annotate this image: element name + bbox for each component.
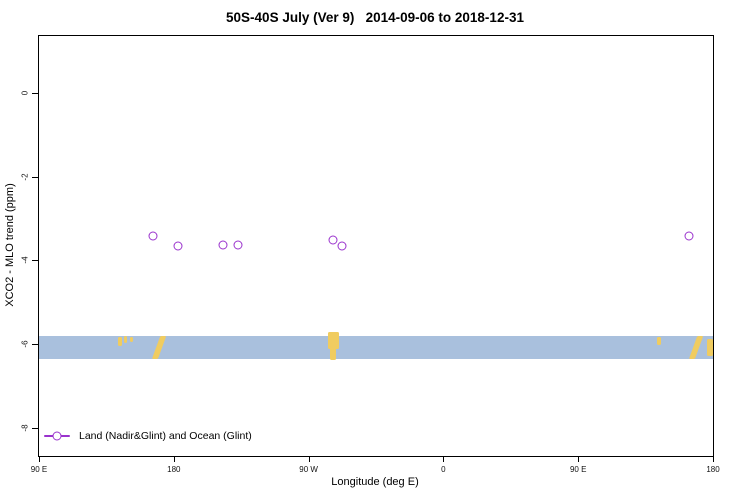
y-tick-mark <box>32 260 38 262</box>
land-patch <box>656 336 662 346</box>
land-patch <box>330 346 337 361</box>
data-point <box>218 240 228 250</box>
x-tick-label: 90 W <box>299 465 318 474</box>
data-point <box>233 240 243 250</box>
data-point <box>148 231 158 241</box>
x-tick-label: 0 <box>441 465 446 474</box>
land-patch <box>707 339 713 356</box>
x-tick-mark <box>578 456 580 462</box>
x-tick-mark <box>308 456 310 462</box>
data-point <box>328 235 338 245</box>
land-patch <box>117 336 123 347</box>
legend-label: Land (Nadir&Glint) and Ocean (Glint) <box>79 430 252 442</box>
data-point <box>173 241 183 251</box>
y-axis-label: XCO2 - MLO trend (ppm) <box>4 183 16 307</box>
y-tick-label: -4 <box>20 256 30 264</box>
chart-title: 50S-40S July (Ver 9) 2014-09-06 to 2018-… <box>226 10 524 25</box>
y-tick-mark <box>32 92 38 94</box>
x-tick-label: 180 <box>706 465 720 474</box>
y-tick-mark <box>32 427 38 429</box>
x-tick-label: 90 E <box>30 465 48 474</box>
data-point <box>337 241 347 251</box>
x-tick-label: 90 E <box>569 465 587 474</box>
y-tick-label: 0 <box>20 90 30 96</box>
legend: Land (Nadir&Glint) and Ocean (Glint) <box>44 430 252 442</box>
y-tick-label: -2 <box>20 173 30 181</box>
x-tick-mark <box>39 456 40 462</box>
land-patch <box>130 336 133 342</box>
ocean-band <box>39 335 713 360</box>
y-tick-label: -6 <box>20 340 30 348</box>
y-tick-label: -8 <box>20 424 30 432</box>
x-tick-mark <box>713 456 714 462</box>
land-patch <box>328 331 340 349</box>
x-tick-mark <box>443 456 445 462</box>
legend-marker-icon <box>44 431 70 441</box>
x-axis-label: Longitude (deg E) <box>331 476 419 488</box>
plot-area: Land (Nadir&Glint) and Ocean (Glint) 0 -2… <box>21 35 720 474</box>
x-tick-label: 180 <box>167 465 181 474</box>
y-tick-mark <box>32 176 38 178</box>
data-point <box>684 231 694 241</box>
y-tick-mark <box>32 344 38 346</box>
land-patch <box>124 335 128 343</box>
legend-circle-icon <box>52 431 62 441</box>
x-tick-mark <box>173 456 175 462</box>
